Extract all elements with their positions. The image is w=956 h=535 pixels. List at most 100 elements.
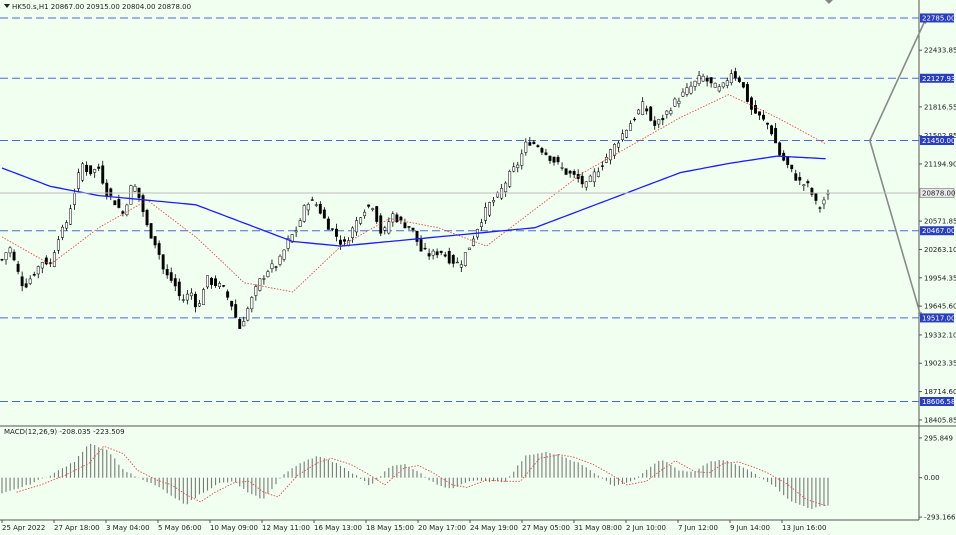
bull-candle (81, 163, 85, 181)
level-label: 18606.58 (922, 398, 955, 406)
bull-candle (262, 278, 266, 280)
bear-candle (24, 283, 28, 288)
bull-candle (431, 250, 435, 256)
time-tick-label: 12 May 11:00 (262, 524, 310, 532)
current-price-box (919, 188, 955, 198)
time-tick-label: 9 Jun 14:00 (730, 524, 770, 532)
bear-candle (645, 108, 649, 112)
bear-candle (165, 269, 169, 276)
bear-candle (210, 277, 213, 285)
level-label-box (920, 396, 954, 406)
bull-candle (65, 222, 68, 229)
bear-candle (770, 125, 774, 135)
bear-candle (572, 171, 576, 175)
price-tick-label: 19954.35 (924, 274, 956, 282)
bull-candle (290, 234, 294, 243)
bull-candle (56, 239, 60, 251)
bear-candle (16, 263, 20, 272)
bull-candle (689, 85, 693, 94)
bear-candle (758, 111, 761, 116)
bear-candle (745, 84, 749, 102)
candlestick-series (0, 67, 830, 329)
bull-candle (359, 217, 363, 224)
price-tick-label: 19645.60 (924, 303, 956, 311)
bull-candle (725, 80, 729, 86)
bull-candle (36, 266, 40, 275)
bear-candle (399, 216, 403, 221)
bear-candle (326, 218, 330, 230)
bull-candle (73, 193, 76, 205)
bull-candle (181, 299, 185, 301)
bull-candle (254, 286, 258, 296)
bear-candle (20, 276, 24, 287)
bear-candle (411, 227, 415, 230)
bull-candle (125, 204, 129, 216)
bear-candle (214, 278, 218, 286)
time-tick-label: 5 May 06:00 (158, 524, 202, 532)
bear-candle (403, 222, 407, 229)
bear-candle (173, 278, 177, 287)
forecast-arrow-line[interactable] (869, 140, 923, 319)
bull-candle (677, 100, 681, 104)
bear-candle (367, 204, 371, 207)
time-tick-label: 10 May 09:00 (210, 524, 258, 532)
bear-candle (0, 259, 4, 261)
macd-axis-ticks: 295.849 0.00 -293.166 (919, 434, 956, 522)
bull-candle (69, 208, 72, 225)
time-tick-label: 16 May 13:00 (314, 524, 362, 532)
macd-signal-line (16, 445, 826, 506)
bear-candle (733, 71, 737, 79)
bull-candle (391, 213, 395, 223)
level-label: 22127.93 (922, 75, 955, 83)
bull-candle (202, 289, 205, 305)
bull-candle (302, 205, 306, 222)
level-label: 21450.00 (922, 137, 955, 145)
bear-candle (318, 204, 322, 214)
bull-candle (612, 144, 616, 156)
bull-candle (278, 255, 282, 265)
bull-candle (596, 171, 600, 177)
bear-candle (157, 243, 161, 255)
bull-candle (189, 292, 193, 297)
macd-tick-label: 295.849 (924, 434, 953, 442)
bull-candle (516, 164, 520, 169)
bear-candle (794, 173, 798, 181)
bull-candle (592, 171, 596, 183)
bear-candle (580, 175, 584, 185)
bull-candle (129, 185, 133, 205)
bear-candle (238, 319, 242, 329)
bull-candle (4, 252, 8, 261)
bear-candle (818, 207, 822, 209)
bull-candle (512, 166, 516, 172)
bull-candle (185, 293, 189, 301)
bear-candle (343, 239, 346, 242)
level-label: 22785.00 (922, 14, 955, 22)
bear-candle (435, 251, 439, 256)
slow-moving-average-line (1, 155, 826, 247)
symbol-info-line: HK50.s,H1 20867.00 20915.00 20804.00 208… (12, 3, 191, 11)
bear-candle (762, 114, 765, 120)
bull-candle (246, 308, 250, 321)
bear-candle (556, 156, 560, 163)
bear-candle (649, 106, 653, 121)
bear-candle (439, 250, 443, 253)
chart-shift-marker-icon[interactable] (825, 0, 833, 4)
bear-candle (766, 122, 770, 125)
bear-candle (415, 230, 419, 242)
bull-candle (383, 227, 387, 231)
bear-candle (661, 118, 665, 121)
bull-candle (560, 167, 564, 169)
bear-candle (774, 128, 778, 144)
bear-candle (443, 254, 447, 257)
time-tick-label: 18 May 15:00 (366, 524, 414, 532)
bear-candle (806, 181, 810, 184)
bear-candle (544, 152, 548, 155)
bull-candle (93, 169, 97, 173)
bear-candle (790, 164, 794, 170)
bear-candle (177, 281, 181, 297)
time-tick-label: 25 Apr 2022 (2, 524, 45, 532)
forecast-arrow-line[interactable] (869, 17, 927, 141)
fast-moving-average-line (1, 94, 826, 293)
symbol-dropdown-icon[interactable] (4, 4, 10, 8)
